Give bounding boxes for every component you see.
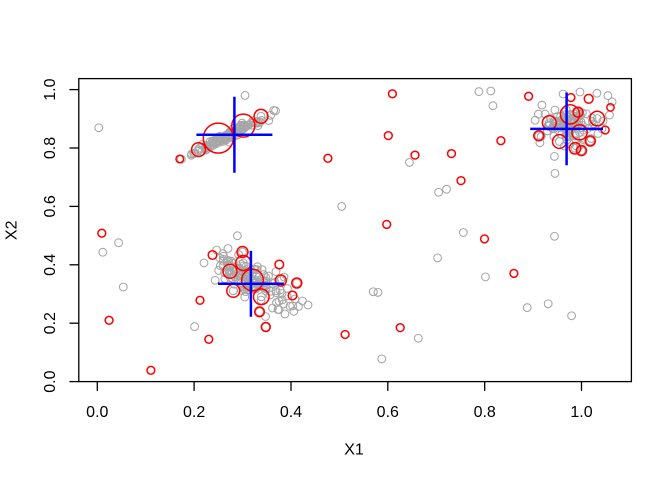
svg-text:0.4: 0.4 — [42, 254, 59, 276]
svg-text:0.0: 0.0 — [42, 370, 59, 392]
svg-text:1.0: 1.0 — [570, 404, 592, 421]
svg-text:X2: X2 — [4, 220, 21, 240]
svg-text:0.8: 0.8 — [474, 404, 496, 421]
svg-text:X1: X1 — [344, 442, 364, 459]
svg-text:0.6: 0.6 — [377, 404, 399, 421]
svg-text:0.2: 0.2 — [42, 312, 59, 334]
svg-text:0.8: 0.8 — [42, 137, 59, 159]
svg-text:0.0: 0.0 — [86, 404, 108, 421]
svg-text:0.6: 0.6 — [42, 195, 59, 217]
svg-text:1.0: 1.0 — [42, 78, 59, 100]
svg-text:0.4: 0.4 — [280, 404, 302, 421]
svg-text:0.2: 0.2 — [183, 404, 205, 421]
